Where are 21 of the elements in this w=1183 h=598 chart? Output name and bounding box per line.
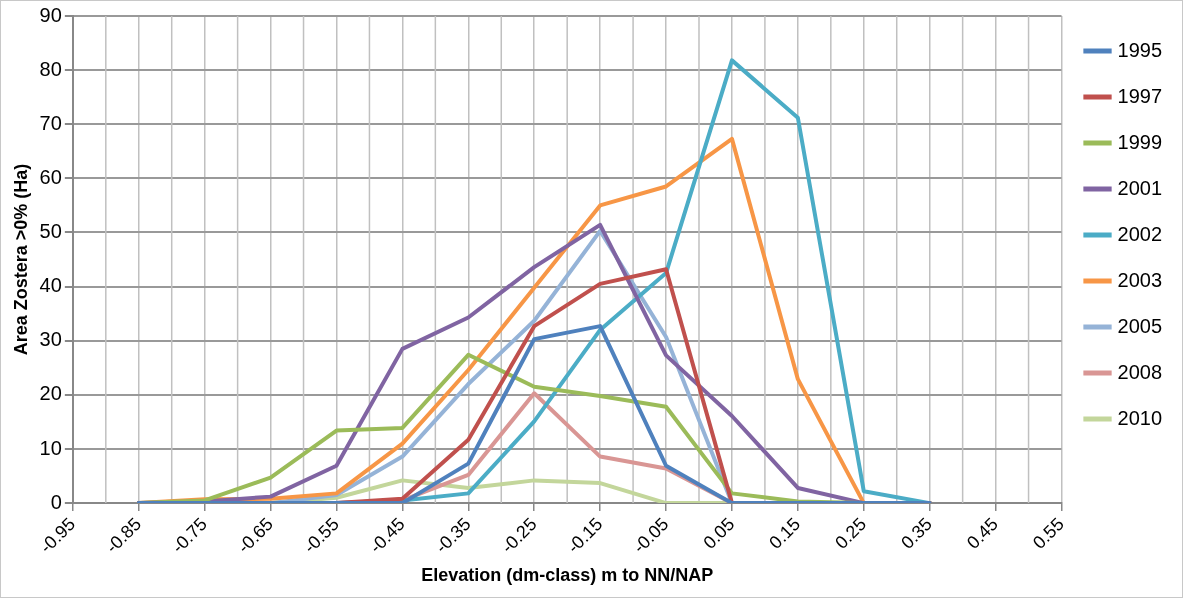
y-tick-label: 40 <box>39 274 62 297</box>
y-tick-label: 50 <box>39 220 62 243</box>
y-tick-label: 0 <box>50 490 62 513</box>
y-tick-label: 90 <box>39 3 62 26</box>
legend-label: 1995 <box>1117 38 1163 61</box>
legend-label: 1997 <box>1117 84 1163 107</box>
legend-label: 2005 <box>1117 314 1163 337</box>
y-tick-label: 20 <box>39 382 62 405</box>
legend-label: 2001 <box>1117 176 1163 199</box>
y-tick-label: 10 <box>39 436 62 459</box>
y-tick-label: 30 <box>39 328 62 351</box>
legend-label: 2010 <box>1117 406 1163 429</box>
legend-label: 2002 <box>1117 222 1163 245</box>
y-tick-label: 80 <box>39 57 62 80</box>
legend-label: 2003 <box>1117 268 1163 291</box>
y-tick-label: 60 <box>39 165 62 188</box>
x-axis-title: Elevation (dm-class) m to NN/NAP <box>421 565 714 586</box>
y-axis-title: Area Zostera >0% (Ha) <box>10 163 31 356</box>
legend-label: 1999 <box>1117 130 1163 153</box>
y-tick-label: 70 <box>39 111 62 134</box>
legend-label: 2008 <box>1117 360 1163 383</box>
